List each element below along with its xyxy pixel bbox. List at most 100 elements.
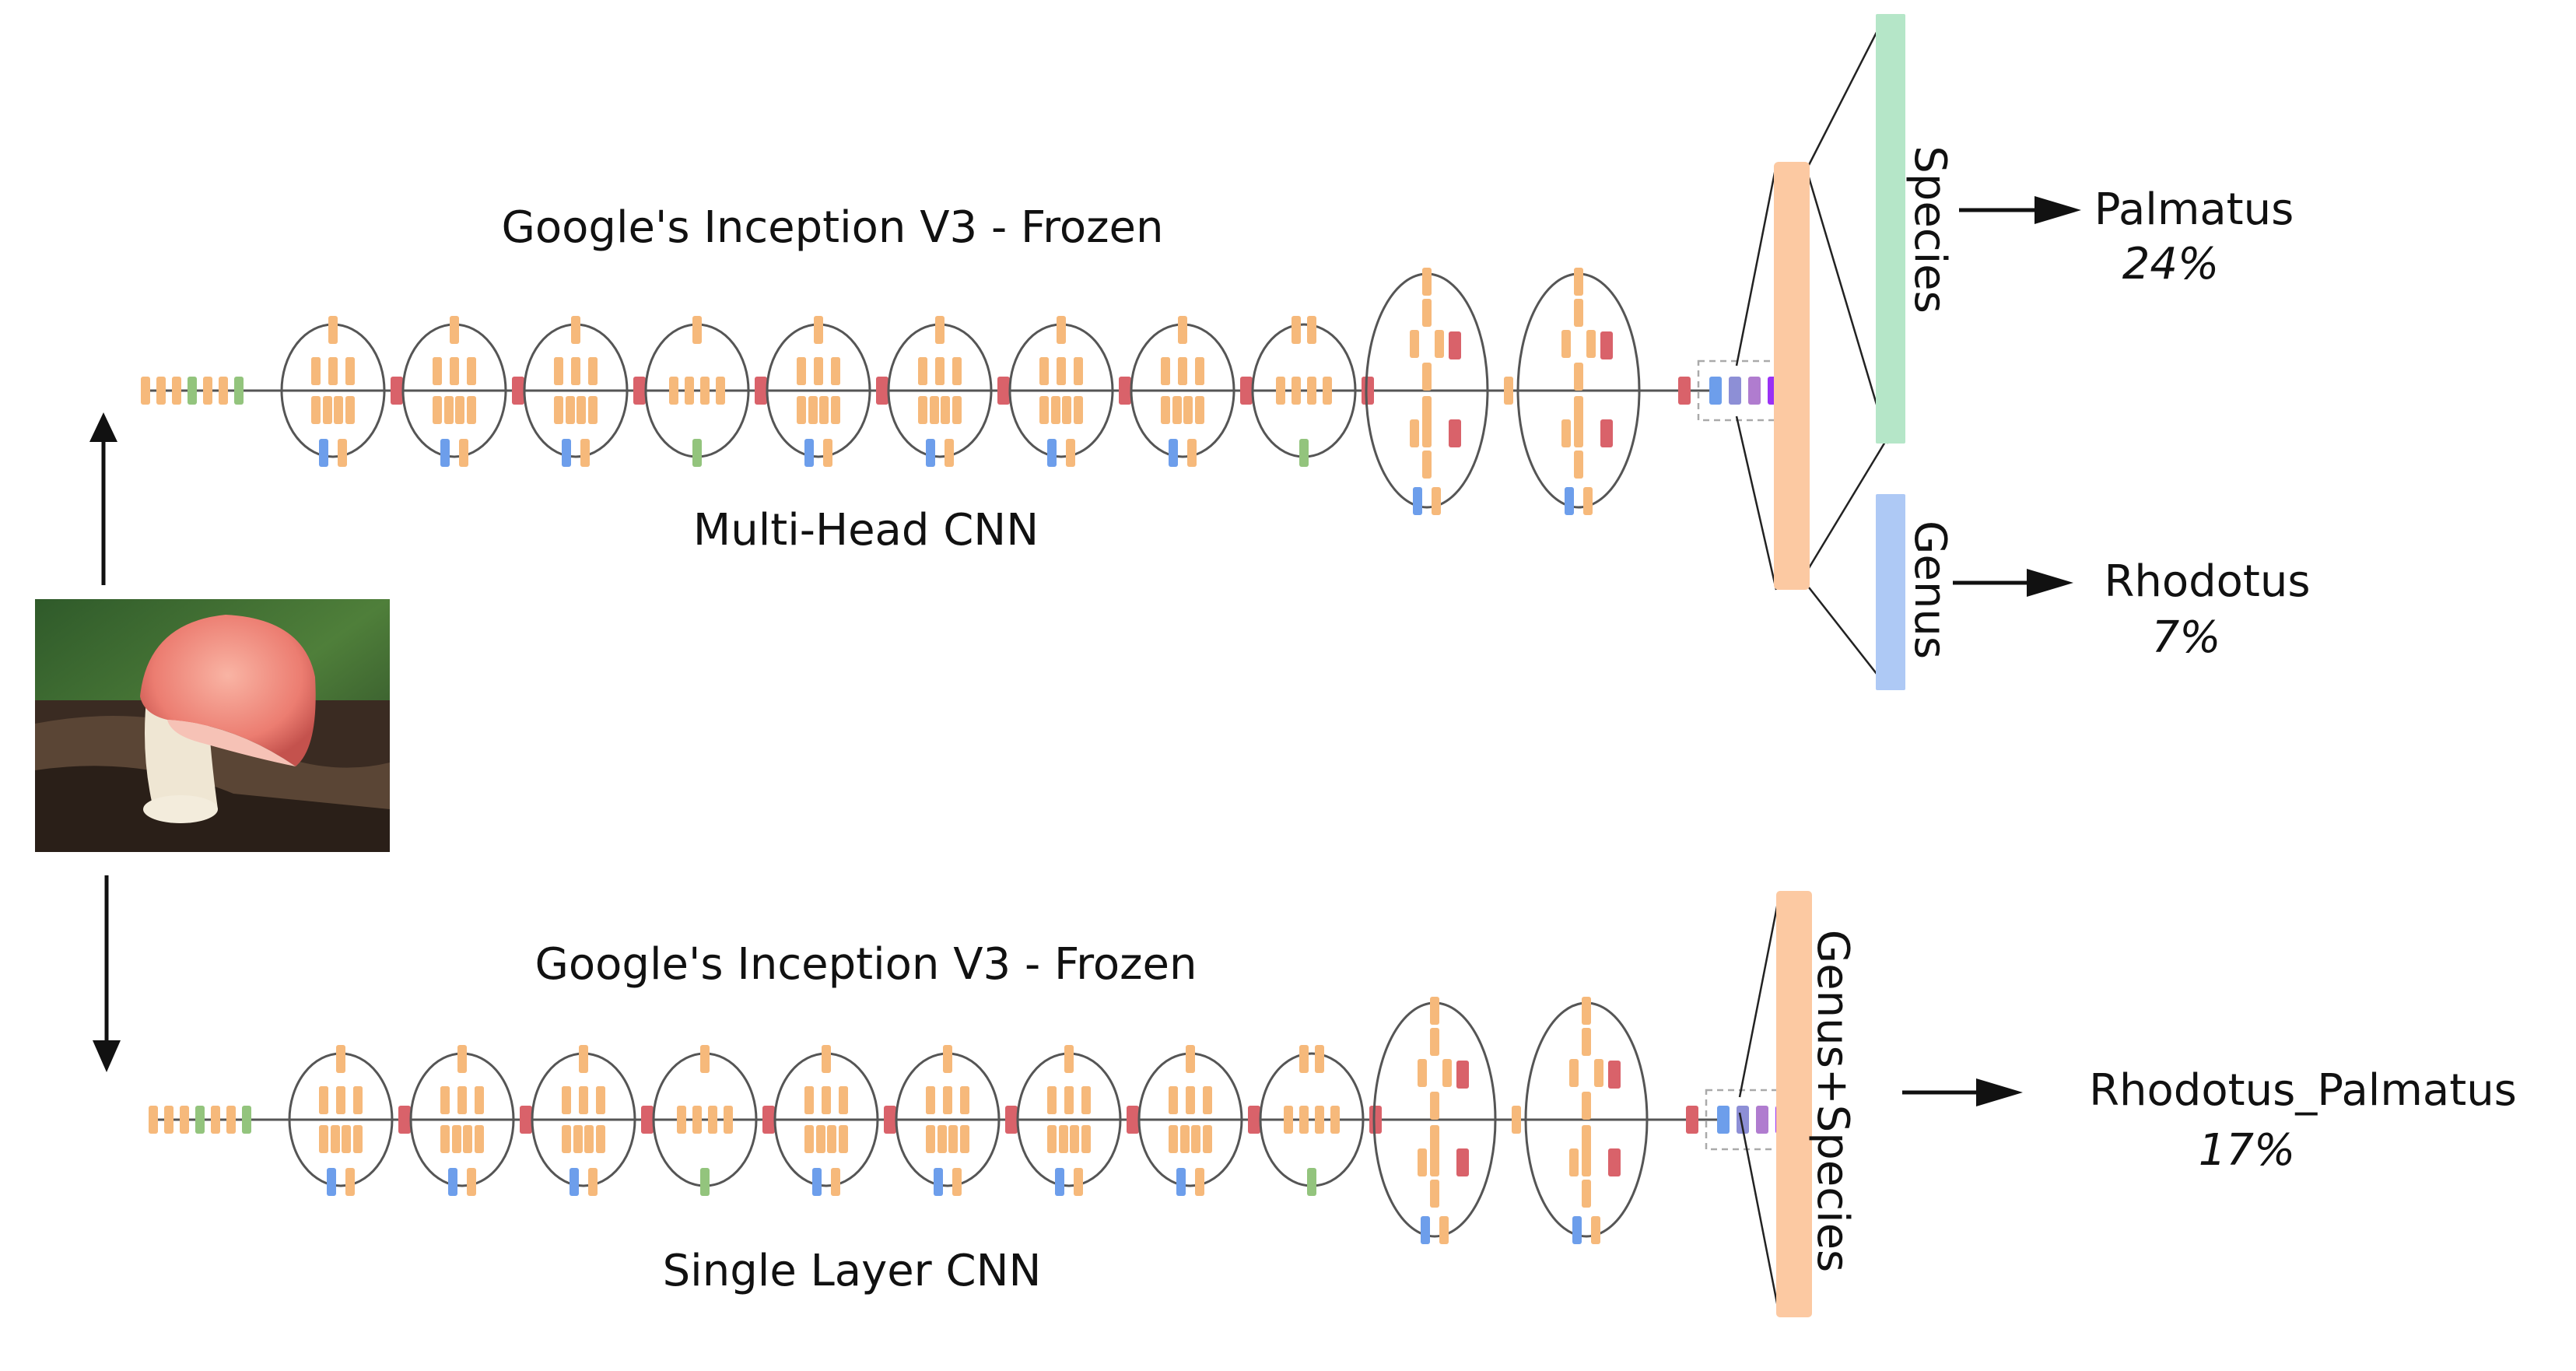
genus-head-label: Genus — [1905, 521, 1955, 659]
layer-block — [876, 377, 888, 405]
layer-block — [1315, 1106, 1324, 1134]
layer-block — [457, 1086, 467, 1114]
layer-block — [1748, 377, 1761, 405]
layer-block — [819, 396, 829, 424]
layer-block — [948, 1125, 958, 1153]
layer-block — [433, 396, 442, 424]
layer-block — [692, 1106, 702, 1134]
layer-block — [1180, 1125, 1190, 1153]
arrow-icon — [89, 412, 121, 1072]
layer-block — [804, 439, 814, 467]
layer-block — [1292, 316, 1301, 344]
species-head-label: Species — [1905, 146, 1955, 314]
species-confidence: 24% — [2122, 239, 2219, 289]
layer-block — [1064, 1045, 1074, 1073]
layer-block — [1439, 1216, 1449, 1244]
layer-block — [1729, 377, 1741, 405]
layer-block — [1586, 330, 1596, 358]
layer-block — [1410, 330, 1419, 358]
layer-block — [926, 1086, 935, 1114]
layer-block — [804, 1125, 814, 1153]
layer-block — [579, 1045, 588, 1073]
layer-block — [935, 316, 945, 344]
bottom-title: Google's Inception V3 - Frozen — [535, 939, 1197, 990]
layer-block — [1430, 1125, 1439, 1153]
layer-block — [1081, 1125, 1091, 1153]
layer-block — [580, 439, 590, 467]
layer-block — [1456, 1148, 1469, 1176]
layer-block — [1574, 451, 1583, 479]
layer-block — [345, 1168, 355, 1196]
layer-block — [1119, 377, 1131, 405]
layer-block — [345, 396, 355, 424]
top-subtitle: Multi-Head CNN — [693, 505, 1039, 556]
layer-block — [440, 1086, 450, 1114]
species-head — [1876, 14, 1905, 444]
layer-block — [1161, 396, 1170, 424]
layer-block — [1422, 363, 1432, 391]
layer-block — [1005, 1106, 1018, 1134]
layer-block — [960, 1086, 969, 1114]
layer-block — [708, 1106, 717, 1134]
layer-block — [1169, 1086, 1178, 1114]
layer-block — [1678, 377, 1691, 405]
layer-block — [812, 1168, 822, 1196]
layer-block — [459, 439, 468, 467]
layer-block — [1594, 1059, 1603, 1087]
layer-block — [1430, 1092, 1439, 1120]
layer-block — [311, 357, 321, 385]
layer-block — [234, 377, 244, 405]
layer-block — [1369, 1106, 1382, 1134]
layer-block — [700, 1168, 710, 1196]
layer-block — [839, 1086, 848, 1114]
layer-block — [1323, 377, 1332, 405]
layer-block — [926, 1125, 935, 1153]
input-image — [35, 599, 390, 852]
top-title: Google's Inception V3 - Frozen — [502, 202, 1164, 253]
layer-block — [141, 377, 150, 405]
layer-block — [450, 357, 459, 385]
layer-block — [1074, 357, 1083, 385]
layer-block — [1055, 1168, 1064, 1196]
layer-block — [180, 1106, 189, 1134]
layer-block — [579, 1086, 588, 1114]
layer-block — [1561, 330, 1571, 358]
layer-block — [952, 1168, 962, 1196]
layer-block — [1315, 1045, 1324, 1073]
layer-block — [440, 1125, 450, 1153]
layer-block — [1062, 396, 1071, 424]
layer-block — [1195, 396, 1204, 424]
layer-block — [188, 377, 197, 405]
layer-block — [700, 1045, 710, 1073]
layer-block — [1422, 419, 1432, 447]
layer-block — [1127, 1106, 1139, 1134]
layer-block — [1070, 1125, 1079, 1153]
layer-block — [577, 396, 586, 424]
layer-block — [319, 1086, 328, 1114]
layer-block — [633, 377, 646, 405]
layer-block — [1064, 1086, 1074, 1114]
layer-block — [311, 396, 321, 424]
layer-block — [1569, 1059, 1579, 1087]
layer-block — [1330, 1106, 1340, 1134]
layer-block — [1709, 377, 1722, 405]
layer-block — [1430, 1180, 1439, 1208]
layer-block — [450, 316, 459, 344]
layer-block — [1178, 357, 1187, 385]
genus-species-confidence: 17% — [2199, 1125, 2295, 1176]
layer-block — [1057, 316, 1066, 344]
layer-block — [149, 1106, 158, 1134]
arrow-icon — [1902, 196, 2081, 1106]
layer-block — [1600, 331, 1613, 359]
layer-block — [1432, 487, 1441, 515]
layer-block — [327, 1168, 336, 1196]
layer-block — [1582, 997, 1591, 1025]
layer-block — [945, 439, 954, 467]
layer-block — [1299, 1106, 1309, 1134]
layer-block — [573, 1125, 583, 1153]
layer-block — [588, 396, 598, 424]
layer-block — [669, 377, 678, 405]
layer-block — [1574, 299, 1583, 327]
layer-block — [827, 1125, 836, 1153]
